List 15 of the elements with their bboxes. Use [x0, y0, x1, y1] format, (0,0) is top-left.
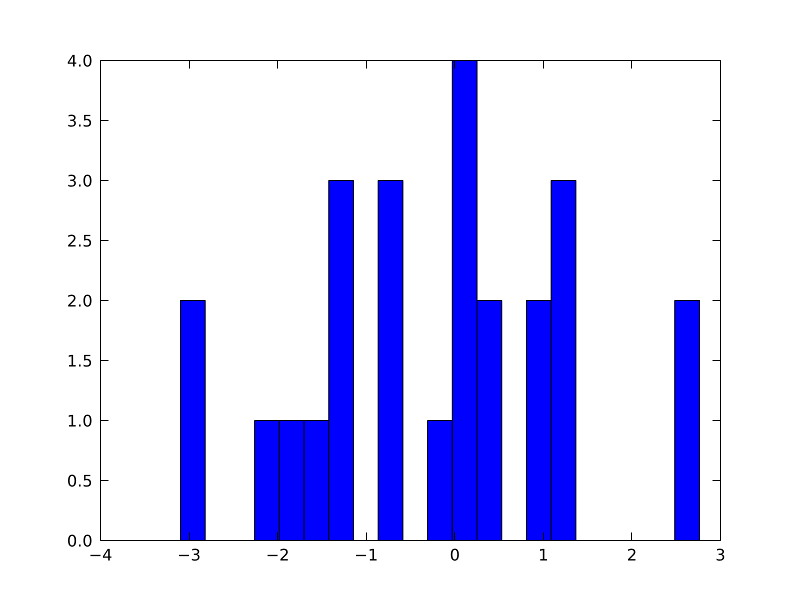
y-tick-label: 1.5: [67, 352, 93, 370]
y-tick-label: 1.0: [67, 412, 93, 430]
x-tick-label: 2: [626, 546, 638, 564]
y-tick-label: 0.5: [67, 472, 93, 490]
y-tick-label: 3.0: [67, 172, 93, 190]
x-tick-label: −1: [354, 546, 378, 564]
y-tick-label: 3.5: [67, 112, 93, 130]
y-tick-label: 2.5: [67, 232, 93, 250]
x-tick-label: 0: [450, 546, 460, 564]
x-tick-label: −3: [177, 546, 201, 564]
y-tick-label: 2.0: [67, 292, 93, 310]
y-tick-label: 4.0: [67, 52, 93, 70]
x-tick-label: 3: [715, 546, 726, 564]
x-tick-label: −2: [266, 546, 290, 564]
x-tick-label: 1: [538, 546, 548, 564]
